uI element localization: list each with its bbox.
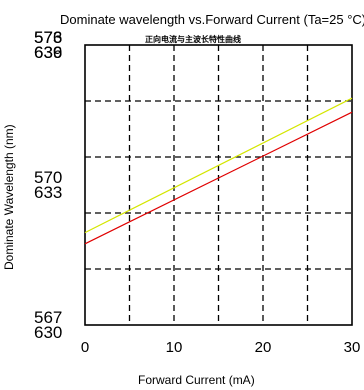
y-tick-lower-0: 630 — [34, 323, 62, 342]
y-tick-upper-0: 567 — [34, 308, 62, 327]
x-tick-label-2: 20 — [255, 339, 272, 356]
x-tick-label-0: 0 — [81, 339, 89, 356]
x-tick-label-3: 30 — [344, 339, 361, 356]
x-tick-label-1: 10 — [166, 339, 183, 356]
chart-subtitle: 正向电流与主波长特性曲线 — [145, 34, 241, 44]
y-tick-upper-2: 573 — [34, 28, 62, 47]
grid-lines — [85, 45, 352, 325]
series-lines — [84, 97, 353, 245]
series-line-1 — [84, 111, 353, 245]
y-tick-upper-3: 576 — [34, 28, 62, 47]
y-tick-lower-2: 636 — [34, 43, 62, 62]
x-axis-label: Forward Current (mA) — [138, 373, 255, 387]
plot-frame — [84, 44, 353, 326]
y-axis-label: Dominate Wavelength (nm) — [2, 124, 16, 270]
x-tick-labels: 0 10 20 30 — [81, 339, 361, 356]
chart-title: Dominate wavelength vs.Forward Current (… — [60, 12, 364, 27]
series-line-0 — [84, 97, 353, 234]
y-tick-upper-1: 570 — [34, 168, 62, 187]
y-tick-lower-3: 639 — [34, 43, 62, 62]
y-tick-lower-1: 633 — [34, 183, 62, 202]
